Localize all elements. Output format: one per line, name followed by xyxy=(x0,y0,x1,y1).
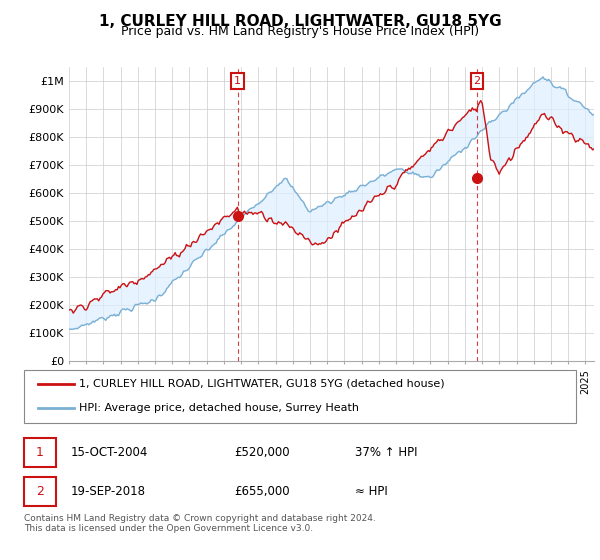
Text: 1, CURLEY HILL ROAD, LIGHTWATER, GU18 5YG (detached house): 1, CURLEY HILL ROAD, LIGHTWATER, GU18 5Y… xyxy=(79,379,445,389)
Text: £655,000: £655,000 xyxy=(234,485,289,498)
Text: £520,000: £520,000 xyxy=(234,446,289,459)
Text: 1, CURLEY HILL ROAD, LIGHTWATER, GU18 5YG: 1, CURLEY HILL ROAD, LIGHTWATER, GU18 5Y… xyxy=(98,14,502,29)
FancyBboxPatch shape xyxy=(24,370,576,423)
Text: 19-SEP-2018: 19-SEP-2018 xyxy=(71,485,146,498)
Text: 1: 1 xyxy=(234,76,241,86)
Text: 15-OCT-2004: 15-OCT-2004 xyxy=(71,446,148,459)
Text: Price paid vs. HM Land Registry's House Price Index (HPI): Price paid vs. HM Land Registry's House … xyxy=(121,25,479,38)
Text: 1: 1 xyxy=(36,446,44,459)
FancyBboxPatch shape xyxy=(24,477,56,506)
Text: Contains HM Land Registry data © Crown copyright and database right 2024.
This d: Contains HM Land Registry data © Crown c… xyxy=(24,514,376,534)
Text: 2: 2 xyxy=(473,76,481,86)
Text: 2: 2 xyxy=(36,485,44,498)
Text: 37% ↑ HPI: 37% ↑ HPI xyxy=(355,446,418,459)
Text: HPI: Average price, detached house, Surrey Heath: HPI: Average price, detached house, Surr… xyxy=(79,403,359,413)
FancyBboxPatch shape xyxy=(24,438,56,466)
Text: ≈ HPI: ≈ HPI xyxy=(355,485,388,498)
